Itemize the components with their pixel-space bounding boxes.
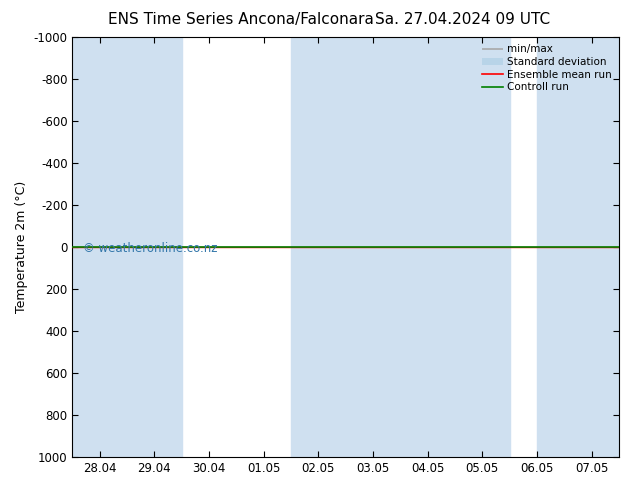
Bar	[72, 37, 182, 457]
Text: © weatheronline.co.nz: © weatheronline.co.nz	[83, 242, 218, 255]
Bar	[400, 37, 510, 457]
Text: Sa. 27.04.2024 09 UTC: Sa. 27.04.2024 09 UTC	[375, 12, 550, 27]
Legend: min/max, Standard deviation, Ensemble mean run, Controll run: min/max, Standard deviation, Ensemble me…	[480, 42, 614, 95]
Bar	[537, 37, 619, 457]
Bar	[291, 37, 400, 457]
Y-axis label: Temperature 2m (°C): Temperature 2m (°C)	[15, 181, 28, 313]
Text: ENS Time Series Ancona/Falconara: ENS Time Series Ancona/Falconara	[108, 12, 374, 27]
